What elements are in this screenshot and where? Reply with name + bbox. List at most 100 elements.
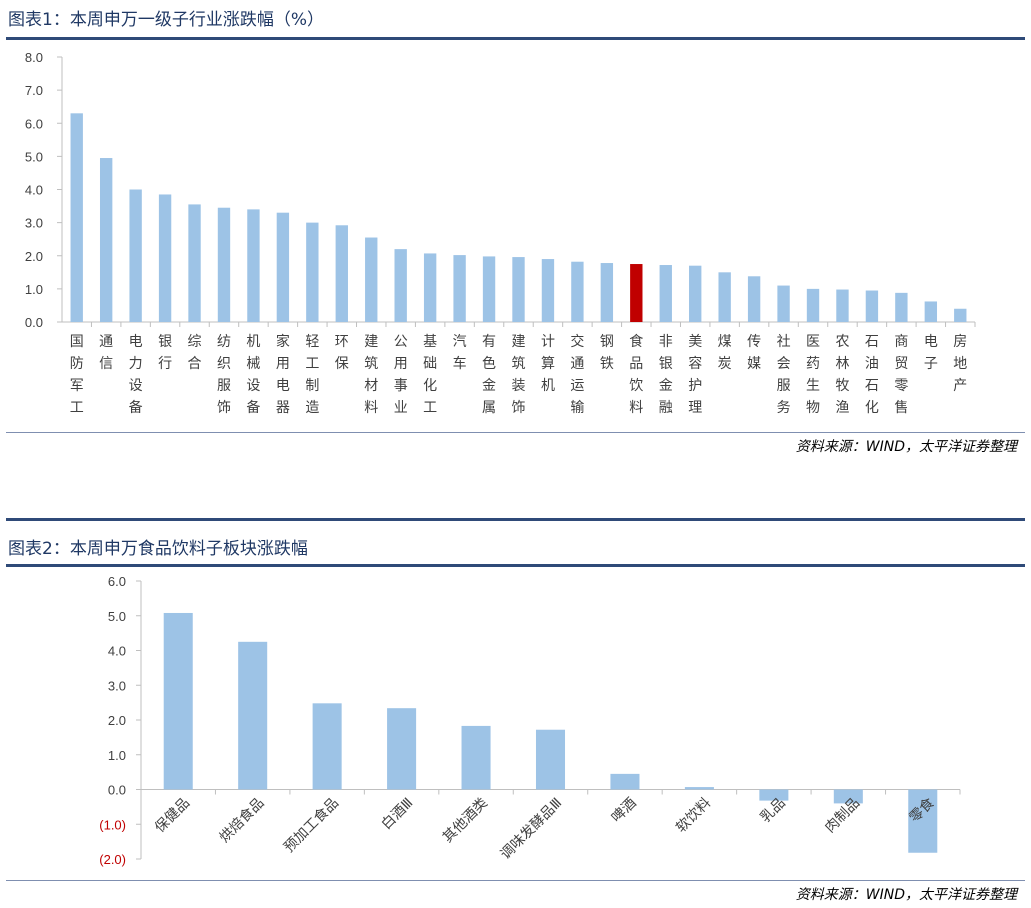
x-category-label: 化 (423, 378, 437, 394)
x-category-label: 子 (924, 356, 938, 372)
y-tick-label: (1.0) (99, 817, 126, 832)
chart2-top-rule (6, 518, 1025, 521)
bar (461, 725, 491, 790)
x-category-label: 石 (865, 378, 879, 394)
bar (833, 789, 863, 804)
chart2-title: 图表2：本周申万食品饮料子板块涨跌幅 (8, 539, 308, 559)
y-tick-label: 7.0 (25, 83, 43, 98)
x-category-label: 交 (570, 333, 584, 350)
bar (158, 194, 172, 322)
bar (718, 272, 731, 322)
bar (659, 265, 672, 322)
x-category-label: 非 (659, 334, 673, 350)
x-category-label: 织 (217, 356, 231, 372)
x-category-label: 美 (688, 334, 702, 350)
x-category-label: 医 (806, 334, 820, 350)
x-category-label: 品 (629, 356, 643, 372)
x-category-label: 银 (158, 334, 172, 350)
chart1-top-rule (6, 37, 1025, 40)
x-category-label: 预加工食品 (280, 794, 342, 856)
x-category-label: 机 (246, 334, 260, 350)
bar (306, 222, 319, 322)
x-category-label: 通 (99, 334, 113, 350)
bar (188, 204, 201, 322)
x-category-label: 啤酒 (609, 795, 640, 826)
x-category-label: 融 (659, 400, 673, 416)
x-category-label: 药 (806, 356, 820, 372)
bar (99, 158, 113, 322)
x-category-label: 房 (953, 334, 967, 350)
x-category-label: 饮 (629, 378, 643, 394)
x-category-label: 化 (865, 400, 879, 416)
x-category-label: 生 (806, 378, 820, 394)
bar (759, 789, 789, 801)
bar (836, 289, 849, 322)
x-category-label: 纺 (217, 334, 231, 350)
x-category-label: 算 (541, 356, 555, 372)
bar (908, 789, 938, 853)
x-category-label: 产 (953, 378, 967, 394)
bar (630, 264, 643, 322)
bar (924, 301, 938, 322)
x-category-label: 防 (70, 356, 84, 372)
x-category-label: 林 (835, 356, 849, 372)
bar (276, 212, 290, 322)
x-category-label: 设 (129, 378, 143, 394)
x-category-label: 银 (659, 356, 673, 372)
x-category-label: 材 (364, 378, 378, 394)
x-category-label: 保健品 (152, 795, 193, 836)
x-category-label: 容 (688, 355, 702, 372)
x-category-label: 其他酒类 (440, 795, 491, 846)
y-tick-label: 1.0 (108, 748, 126, 763)
x-category-label: 炭 (718, 356, 732, 372)
x-category-label: 料 (629, 400, 643, 416)
x-category-label: 农 (835, 334, 849, 350)
x-category-label: 设 (246, 378, 260, 394)
y-tick-label: 5.0 (25, 149, 43, 164)
x-category-label: 事 (394, 378, 408, 394)
bar (747, 276, 761, 322)
x-category-label: 通 (570, 356, 584, 372)
chart2-bottom-rule (6, 880, 1025, 881)
x-category-label: 运 (570, 378, 584, 394)
bar (541, 259, 555, 322)
bar (217, 207, 231, 322)
x-category-label: 属 (482, 400, 496, 416)
chart1-title: 图表1：本周申万一级子行业涨跌幅（%） (8, 10, 324, 30)
bar (163, 612, 193, 790)
x-category-label: 电 (924, 334, 938, 350)
x-category-label: 商 (894, 334, 908, 350)
x-category-label: 备 (246, 399, 260, 416)
x-category-label: 传 (747, 334, 761, 350)
x-category-label: 建 (512, 334, 526, 350)
x-category-label: 合 (188, 356, 202, 372)
x-category-label: 筑 (512, 356, 526, 372)
chart1-svg: 0.01.02.03.04.05.06.07.08.0国防军工通信电力设备银行综… (25, 50, 976, 416)
bar (777, 285, 790, 322)
x-category-label: 国 (70, 334, 84, 350)
x-category-label: 色 (482, 355, 496, 372)
x-category-label: 保 (335, 356, 349, 372)
x-category-label: 白酒Ⅲ (378, 795, 416, 833)
x-category-label: 理 (688, 400, 702, 416)
x-category-label: 地 (953, 356, 967, 372)
bar (600, 263, 614, 322)
x-category-label: 媒 (747, 356, 761, 372)
x-category-label: 电 (276, 378, 290, 394)
x-category-label: 造 (305, 400, 319, 416)
x-category-label: 备 (129, 399, 143, 416)
x-category-label: 会 (777, 356, 791, 372)
x-category-label: 料 (364, 400, 378, 416)
bar (365, 237, 378, 322)
x-category-label: 军 (70, 378, 84, 394)
x-category-label: 饰 (217, 400, 231, 416)
x-category-label: 建 (364, 334, 378, 350)
x-category-label: 钢 (600, 334, 614, 350)
bar (610, 773, 640, 790)
bar (684, 787, 714, 790)
x-category-label: 贸 (894, 356, 908, 372)
chart2-title-rule (6, 564, 1025, 567)
bar (335, 225, 348, 322)
bar (70, 113, 83, 322)
x-category-label: 护 (688, 378, 702, 394)
